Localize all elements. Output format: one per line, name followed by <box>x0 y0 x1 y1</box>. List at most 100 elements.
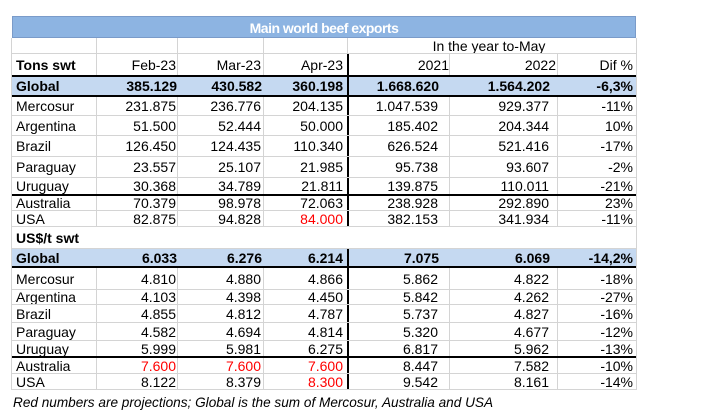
cell: -16% <box>600 305 633 322</box>
cell: -2% <box>608 159 633 175</box>
table-row-paraguay-tons: Paraguay 23.557 25.107 21.985 95.738 93.… <box>12 157 636 178</box>
cell: 51.500 <box>97 116 178 135</box>
table-title: Main world beef exports <box>249 20 399 36</box>
cell: 6.275 <box>264 341 349 356</box>
cell: -12% <box>600 323 633 340</box>
cell: 4.450 <box>264 290 349 304</box>
cell: 7.600 <box>264 358 349 373</box>
cell: 98.978 <box>178 196 264 210</box>
table-row-mercosur-tons: Mercosur 231.875 236.776 204.135 1.047.5… <box>12 97 636 116</box>
cell: 385.129 <box>126 78 177 94</box>
cell: 10% <box>604 117 633 134</box>
cell: 204.135 <box>264 97 349 115</box>
table-row-brazil-tons: Brazil 126.450 124.435 110.340 626.524 5… <box>12 136 636 157</box>
cell: 4.822 <box>450 268 558 289</box>
table-row-uruguay-tons: Uruguay 30.368 34.789 21.811 139.875 110… <box>12 178 636 196</box>
cell: 21.811 <box>264 178 349 194</box>
cell: 4.103 <box>97 290 178 304</box>
cell: 21.985 <box>264 157 349 177</box>
cell: 5.320 <box>349 323 450 340</box>
cell: 5.981 <box>178 341 264 356</box>
cell: 4.694 <box>178 323 264 340</box>
cell: 4.677 <box>450 323 558 340</box>
cell: -11% <box>601 211 633 226</box>
row-label: Australia <box>12 196 97 210</box>
table-row-australia-usd: Australia 7.600 7.600 7.600 8.447 7.582 … <box>12 358 636 374</box>
table-row-australia-tons: Australia 70.379 98.978 72.063 238.928 2… <box>12 196 636 211</box>
cell: 6.276 <box>226 249 262 266</box>
cell: 5.962 <box>450 341 558 356</box>
row-label: Global <box>16 249 60 266</box>
cell: 110.011 <box>450 178 558 194</box>
row-label: Argentina <box>12 116 97 135</box>
cell: 382.153 <box>349 211 450 226</box>
cell: 30.368 <box>97 178 178 194</box>
cell: 52.444 <box>178 116 264 135</box>
cell: 50.000 <box>264 116 349 135</box>
cell: 1.564.202 <box>487 78 550 94</box>
cell: 1.668.620 <box>376 78 439 94</box>
row-label: USA <box>12 374 97 389</box>
year-to-date-span-row: In the year to-May <box>12 38 636 54</box>
cell: 4.398 <box>178 290 264 304</box>
table-row-usa-tons: USA 82.875 94.828 84.000 382.153 341.934… <box>12 211 636 227</box>
col-header-dif-pct: Dif % <box>599 56 633 73</box>
col-header-tons-swt: Tons swt <box>12 54 97 75</box>
cell: 4.262 <box>450 290 558 304</box>
cell: 238.928 <box>349 196 450 210</box>
table-row-uruguay-usd: Uruguay 5.999 5.981 6.275 6.817 5.962 -1… <box>12 341 636 358</box>
cell: 5.862 <box>349 268 450 289</box>
cell: 4.866 <box>264 268 349 289</box>
cell: 292.890 <box>450 196 558 210</box>
table-row-paraguay-usd: Paraguay 4.582 4.694 4.814 5.320 4.677 -… <box>12 323 636 341</box>
row-label: Paraguay <box>12 323 97 340</box>
cell: 4.880 <box>178 268 264 289</box>
row-label: Mercosur <box>12 268 97 289</box>
col-header-2021: 2021 <box>349 54 450 75</box>
cell: 430.582 <box>211 78 262 94</box>
row-label: USA <box>12 211 97 226</box>
cell: 7.075 <box>403 249 439 266</box>
cell: 185.402 <box>349 116 450 135</box>
cell: 34.789 <box>178 178 264 194</box>
year-to-date-span-header: In the year to-May <box>432 38 546 53</box>
cell: 70.379 <box>97 196 178 210</box>
cell: -14,2% <box>588 249 633 266</box>
cell: 4.814 <box>264 323 349 340</box>
cell: 72.063 <box>264 196 349 210</box>
row-label: Australia <box>12 358 97 373</box>
row-label: Uruguay <box>12 341 97 356</box>
cell: 5.842 <box>349 290 450 304</box>
beef-exports-table: In the year to-May Tons swt Feb-23 Mar-2… <box>12 38 636 390</box>
cell: 82.875 <box>97 211 178 226</box>
cell: 7.600 <box>178 358 264 373</box>
cell: -6,3% <box>596 78 633 94</box>
col-header-apr-23: Apr-23 <box>264 54 349 75</box>
cell: 8.161 <box>450 374 558 389</box>
cell: 126.450 <box>97 136 178 156</box>
table-left-gridline <box>11 38 12 390</box>
cell: 8.122 <box>97 374 178 389</box>
cell: 6.214 <box>264 249 349 266</box>
cell: 8.379 <box>178 374 264 389</box>
cell: 84.000 <box>264 211 349 226</box>
cell: 9.542 <box>349 374 450 389</box>
cell: 4.810 <box>97 268 178 289</box>
cell: -17% <box>600 138 633 154</box>
cell: 521.416 <box>450 136 558 156</box>
cell: 236.776 <box>178 97 264 115</box>
row-label: Brazil <box>12 305 97 322</box>
cell: -18% <box>600 270 633 287</box>
cell: -27% <box>600 290 633 304</box>
cell: 110.340 <box>264 136 349 156</box>
cell: 4.827 <box>450 305 558 322</box>
cell: 204.344 <box>450 116 558 135</box>
cell: 4.855 <box>97 305 178 322</box>
table-title-bar: Main world beef exports <box>12 16 636 38</box>
cell: 8.447 <box>349 358 450 373</box>
cell: 4.582 <box>97 323 178 340</box>
table-row-brazil-usd: Brazil 4.855 4.812 4.787 5.737 4.827 -16… <box>12 305 636 323</box>
cell: 6.033 <box>141 249 177 266</box>
cell: 4.812 <box>178 305 264 322</box>
